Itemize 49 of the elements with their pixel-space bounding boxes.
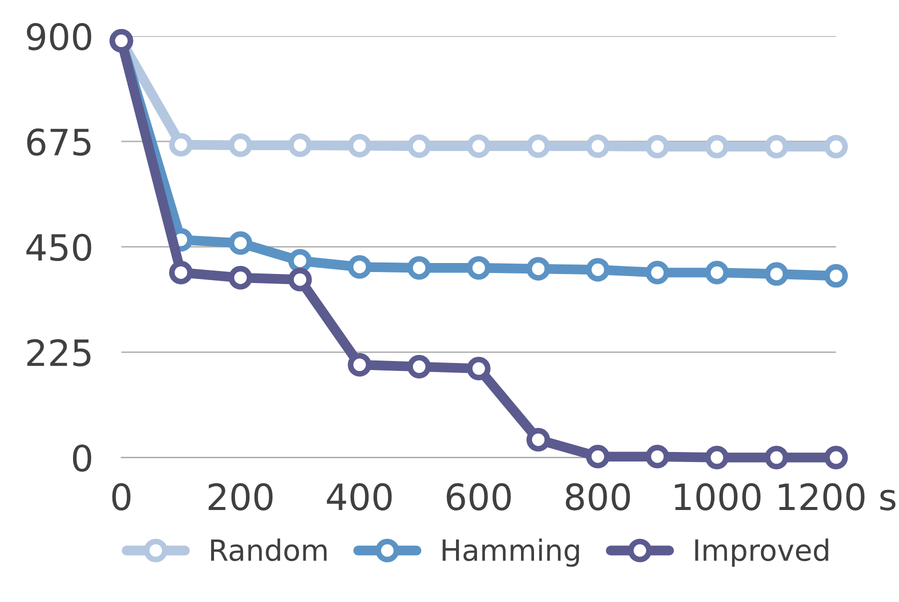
y-tick-label: 225 — [27, 339, 90, 366]
point — [705, 134, 729, 158]
point — [526, 428, 550, 452]
point — [228, 133, 252, 158]
x-tick-label: 0 — [112, 483, 130, 510]
point — [466, 134, 491, 158]
point — [586, 258, 610, 282]
point — [646, 260, 670, 284]
point — [824, 134, 848, 158]
x-tick-label: 200 — [208, 483, 273, 510]
x-tick-label: 400 — [326, 483, 392, 510]
point — [586, 444, 610, 468]
y-tick-label: 675 — [27, 128, 90, 156]
point — [348, 255, 372, 279]
point — [646, 134, 670, 158]
y-tick-label: 450 — [26, 234, 92, 262]
x-tick-label: 1000 — [674, 483, 761, 510]
point — [288, 268, 312, 292]
point — [764, 262, 788, 286]
point — [526, 257, 550, 281]
point — [466, 356, 491, 380]
y-tick-label: 0 — [72, 444, 92, 472]
point — [705, 446, 729, 470]
point — [526, 134, 550, 158]
point — [407, 256, 431, 280]
point — [824, 264, 848, 288]
point — [407, 134, 431, 158]
point — [407, 354, 431, 378]
x-tick-label: 800 — [566, 483, 630, 510]
point — [169, 132, 193, 157]
legend-label: Random — [211, 538, 327, 562]
point — [169, 260, 193, 284]
point — [348, 134, 372, 158]
point — [764, 446, 788, 470]
point — [646, 444, 670, 468]
point — [466, 256, 491, 280]
point — [705, 260, 729, 284]
point — [288, 133, 312, 158]
y-tick-label: 900 — [26, 23, 92, 50]
x-tick-label: 600 — [446, 483, 511, 510]
legend-label: Hamming — [442, 538, 579, 567]
legend-label: Improved — [695, 538, 828, 567]
point — [764, 134, 788, 158]
point — [824, 446, 848, 470]
point — [228, 231, 252, 255]
x-tick-label: 1200 s — [778, 483, 896, 510]
point — [348, 353, 372, 377]
point — [228, 266, 252, 290]
point — [586, 134, 610, 158]
